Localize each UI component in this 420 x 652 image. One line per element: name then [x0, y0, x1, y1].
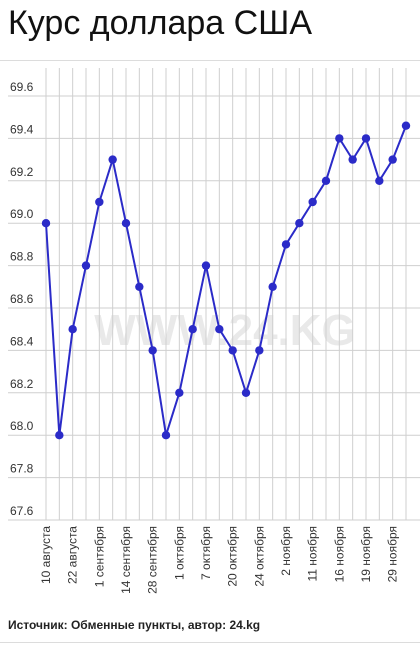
- x-tick-label: 16 ноября: [332, 526, 346, 582]
- x-tick-label: 1 сентября: [92, 526, 106, 587]
- y-tick-label: 68.2: [10, 377, 34, 391]
- x-tick-label: 2 ноября: [279, 526, 293, 576]
- y-tick-label: 69.6: [10, 80, 34, 94]
- y-tick-label: 69.0: [10, 207, 34, 221]
- data-point: [401, 121, 411, 130]
- data-point: [335, 134, 344, 143]
- y-tick-label: 68.0: [10, 419, 34, 433]
- data-point: [348, 155, 357, 164]
- data-point: [175, 388, 184, 397]
- x-tick-label: 28 сентября: [146, 526, 160, 594]
- data-point: [161, 431, 171, 440]
- x-tick-label: 14 сентября: [119, 526, 133, 594]
- data-point: [201, 261, 211, 270]
- line-chart: WWW.24.KG 67.6 67.8 68.0 68.2 68.4 68.6 68.8 69.…: [8, 68, 420, 594]
- footer-divider: [0, 642, 420, 643]
- data-point: [375, 176, 384, 185]
- y-tick-label: 67.6: [10, 504, 34, 518]
- data-point: [188, 325, 197, 334]
- x-tick-label: 10 августа: [39, 526, 53, 584]
- title-divider: [0, 60, 420, 61]
- data-point: [308, 197, 317, 207]
- y-tick-label: 68.6: [10, 292, 34, 306]
- data-point: [148, 346, 157, 355]
- data-point: [241, 388, 251, 397]
- x-tick-label: 7 октября: [199, 526, 213, 580]
- data-point: [121, 219, 131, 228]
- y-tick-label: 69.2: [10, 165, 34, 179]
- x-tick-label: 11 ноября: [306, 526, 320, 582]
- data-point: [135, 282, 144, 291]
- data-point: [68, 325, 77, 334]
- data-point: [41, 219, 51, 228]
- data-point: [215, 325, 224, 334]
- x-tick-label: 20 октября: [226, 526, 240, 587]
- data-point: [255, 346, 264, 355]
- series-line: [45, 125, 407, 437]
- y-tick-label: 68.8: [10, 250, 34, 264]
- x-tick-label: 1 октября: [172, 526, 186, 580]
- chart-title: Курс доллара США: [8, 4, 313, 42]
- data-point: [388, 155, 397, 164]
- watermark-text: WWW.24.KG: [94, 306, 356, 355]
- data-point: [55, 431, 64, 440]
- data-point: [81, 261, 91, 270]
- x-tick-label: 22 августа: [66, 526, 80, 584]
- x-tick-label: 24 октября: [252, 526, 266, 587]
- data-point: [95, 197, 104, 207]
- x-tick-label: 19 ноября: [359, 526, 373, 582]
- data-point: [228, 346, 237, 355]
- y-tick-label: 69.4: [10, 122, 34, 136]
- data-point: [108, 155, 117, 164]
- y-tick-label: 68.4: [10, 334, 34, 348]
- data-point: [268, 282, 277, 291]
- data-point: [295, 219, 304, 228]
- data-point: [281, 240, 291, 249]
- y-tick-label: 67.8: [10, 462, 34, 476]
- x-tick-label: 29 ноября: [386, 526, 400, 582]
- source-caption: Источник: Обменные пункты, автор: 24.kg: [8, 618, 261, 632]
- data-point: [321, 176, 331, 185]
- data-point: [361, 134, 371, 143]
